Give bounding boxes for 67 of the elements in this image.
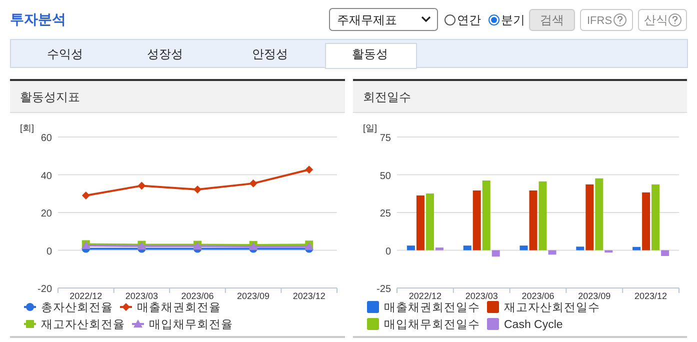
bar bbox=[463, 246, 472, 250]
y-tick-label: 20 bbox=[40, 208, 52, 220]
bar bbox=[426, 193, 434, 250]
point bbox=[249, 179, 258, 188]
bar bbox=[435, 248, 444, 250]
x-tick-label: 2023/12 bbox=[634, 291, 668, 301]
bar bbox=[529, 190, 538, 250]
text: 활동성 bbox=[352, 47, 388, 61]
y-axis-title: [일] bbox=[363, 123, 378, 133]
bar bbox=[492, 250, 500, 257]
point bbox=[194, 185, 202, 194]
y-tick-label: 40 bbox=[40, 170, 52, 182]
x-tick-label: 2022/12 bbox=[70, 291, 102, 301]
x-tick-label: 2023/03 bbox=[465, 291, 498, 301]
chart-title: 회전일수 bbox=[363, 90, 411, 104]
x-tick-label: 2023/03 bbox=[125, 291, 158, 301]
chart-title: 활동성지표 bbox=[20, 90, 80, 104]
bar bbox=[652, 184, 660, 250]
x-tick-label: 2023/12 bbox=[292, 291, 326, 301]
legend-label: 총자산회전율 bbox=[41, 301, 113, 314]
bar bbox=[586, 184, 594, 250]
y-axis-title: [회] bbox=[20, 123, 34, 133]
y-tick-label: 50 bbox=[380, 170, 392, 182]
y-tick-label: -20 bbox=[38, 284, 52, 295]
text: IFRS bbox=[587, 15, 612, 27]
y-tick-label: 60 bbox=[40, 133, 52, 144]
text: 투자분석 bbox=[10, 11, 66, 27]
text: 검색 bbox=[540, 13, 564, 27]
text: 연간 bbox=[457, 13, 481, 27]
text: 분기 bbox=[501, 13, 525, 27]
text: 산식 bbox=[644, 13, 668, 27]
x-tick-label: 2023/09 bbox=[578, 291, 611, 301]
bar bbox=[538, 181, 547, 250]
legend-label: 재고자산회전일수 bbox=[504, 302, 600, 314]
y-tick-label: -25 bbox=[376, 284, 392, 295]
bar bbox=[520, 246, 528, 250]
text: 안정성 bbox=[252, 47, 288, 61]
y-tick-label: 75 bbox=[380, 133, 392, 144]
text: 성장성 bbox=[147, 47, 183, 61]
bar bbox=[661, 250, 670, 256]
legend-label: 매입채무회전율 bbox=[149, 319, 233, 331]
y-tick-label: 0 bbox=[385, 246, 392, 258]
legend-label: Cash Cycle bbox=[504, 319, 563, 331]
bar bbox=[482, 180, 490, 250]
bar bbox=[548, 250, 556, 255]
bar bbox=[642, 192, 650, 250]
x-tick-label: 2022/12 bbox=[408, 291, 442, 301]
point bbox=[305, 166, 314, 174]
legend-label: 매출채권회전일수 bbox=[384, 301, 480, 314]
bar bbox=[632, 246, 641, 250]
y-tick-label: 25 bbox=[380, 208, 392, 220]
bar bbox=[406, 246, 415, 250]
point bbox=[138, 182, 146, 190]
legend-label: 매출채권회전율 bbox=[137, 301, 221, 314]
x-tick-label: 2023/09 bbox=[237, 291, 270, 301]
bar bbox=[595, 178, 604, 250]
point bbox=[82, 192, 90, 200]
x-tick-label: 2023/06 bbox=[181, 291, 214, 301]
legend-label: 매입채무회전일수 bbox=[384, 319, 480, 331]
legend-label: 재고자산회전율 bbox=[41, 319, 125, 331]
x-tick-label: 2023/06 bbox=[522, 291, 554, 301]
text: 수익성 bbox=[47, 47, 83, 61]
bar bbox=[416, 195, 424, 250]
bar bbox=[472, 190, 481, 250]
y-tick-label: 0 bbox=[46, 246, 52, 258]
bar bbox=[576, 246, 584, 250]
text: 주재무제표 bbox=[337, 13, 397, 27]
